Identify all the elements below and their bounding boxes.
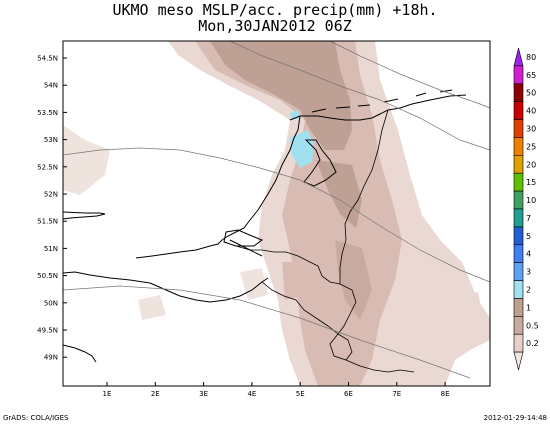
lat-label: 49.5N [37,327,58,335]
colorbar-label: 20 [526,160,536,169]
coast-england-south [62,271,151,284]
lon-label: 3E [199,390,208,398]
colorbar-label: 40 [526,107,536,116]
borders [235,109,415,373]
lon-label: 4E [247,390,256,398]
lat-label: 51N [44,245,58,253]
chart-title-line2: Mon,30JAN2012 06Z [198,17,352,35]
longitude-axis: 1E 2E 3E 4E 5E 6E 7E 8E [103,382,450,398]
mslp-contours [62,40,491,379]
colorbar-swatch [513,280,524,299]
border-be-fr [261,281,339,335]
lon-label: 8E [441,390,450,398]
colorbar-swatch [513,244,524,263]
map-frame [62,40,491,387]
colorbar-swatch [513,119,524,138]
chart-title-line1: UKMO meso MSLP/acc. precip(mm) +18h. [112,1,438,19]
lat-label: 50N [44,299,58,307]
lat-label: 52.5N [37,163,58,171]
colorbar-swatch [513,316,524,335]
lat-label: 54.5N [37,55,58,63]
colorbar-swatch [513,83,524,102]
colorbar-label: 0.5 [526,321,539,330]
coast-england-east [62,211,106,220]
colorbar-label: 65 [526,71,536,80]
latitude-axis: 54.5N 54N 53.5N 53N 52.5N 52N 51.5N 51N 50.5N 50N… [37,55,67,362]
colorbar-swatch [513,101,524,120]
colorbar-swatch [513,333,524,353]
precip-area-heavy-core3 [335,240,372,320]
colorbar-label: 25 [526,142,536,151]
precip-area-light-west [63,125,110,195]
colorbar-label: 80 [526,53,536,62]
footer-timestamp: 2012-01-29-14:48 [483,414,547,422]
colorbar-swatch [513,226,524,246]
colorbar-swatch [513,65,524,85]
colorbar-label: 2 [526,286,531,295]
lon-label: 2E [151,390,160,398]
coast-france-north [149,277,269,303]
colorbar-label: 1 [526,303,531,312]
lat-label: 49N [44,354,58,362]
precip-field [63,41,490,386]
colorbar-label: 15 [526,178,536,187]
lat-label: 50.5N [37,272,58,280]
colorbar-label: 30 [526,125,536,134]
lat-label: 54N [44,82,58,90]
colorbar-label: 5 [526,232,531,241]
precip-area-light-patch3 [138,295,166,320]
colorbar-swatch [513,172,524,192]
lon-label: 5E [296,390,305,398]
coast-ijsselmeer [303,139,337,187]
mslp-contour-2 [229,40,491,151]
border-fr-de [345,359,415,373]
precip-area-light-patch2 [448,292,486,336]
colorbar-label: 3 [526,268,531,277]
lon-label: 7E [392,390,401,398]
colorbar-swatch [513,208,524,228]
colorbar-swatch [513,137,524,156]
border-be-de [337,283,357,335]
colorbar-swatch [513,190,524,210]
colorbar-swatch [513,155,524,174]
lat-label: 53N [44,136,58,144]
colorbar-label: 50 [526,89,536,98]
footer-credit: GrADS: COLA/IGES [3,414,69,422]
lat-label: 51.5N [37,218,58,226]
colorbar-swatch [513,47,524,67]
colorbar-swatch [513,351,524,371]
colorbar-label: 10 [526,196,536,205]
mslp-contour-3 [62,285,471,379]
lat-label: 53.5N [37,109,58,117]
border-nl-be [235,245,341,285]
coastlines [62,89,467,363]
colorbar-swatch [513,298,524,317]
mslp-contour-1 [62,147,491,283]
border-nl-de [339,109,389,284]
lon-label: 1E [103,390,112,398]
lon-label: 6E [344,390,353,398]
precip-colorbar: 80 65 50 40 30 25 20 15 10 7 5 4 3 2 1 0.5 0.2 [513,47,539,371]
coast-netherlands [135,94,467,259]
precip-area-heavy [210,41,352,150]
lat-label: 52N [44,191,58,199]
colorbar-label: 4 [526,250,531,259]
colorbar-label: 7 [526,214,531,223]
colorbar-label: 0.2 [526,339,539,348]
precip-area-medium-south [282,262,302,300]
coast-france-west [62,344,97,363]
colorbar-swatch [513,262,524,281]
mslp-contour-4 [329,40,491,109]
coast-frisian-islands [311,89,453,113]
